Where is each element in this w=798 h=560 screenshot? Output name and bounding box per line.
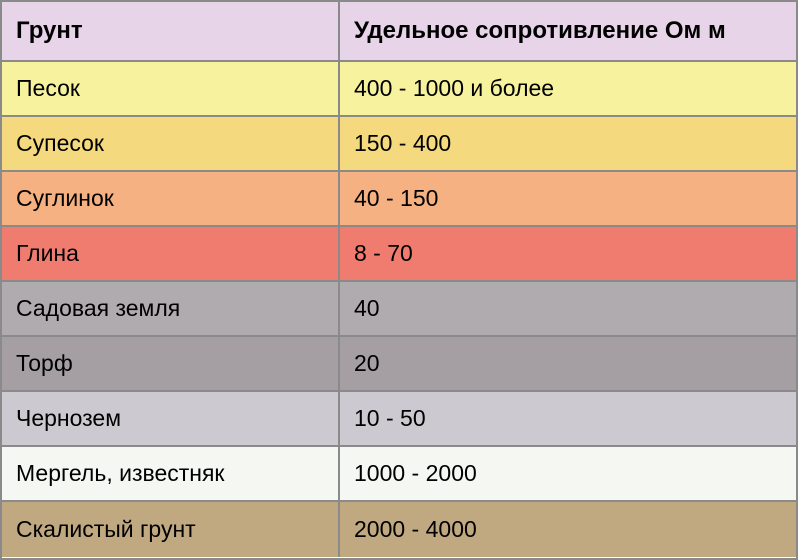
cell-soil-type: Садовая земля — [2, 282, 340, 335]
cell-resistivity: 8 - 70 — [340, 227, 796, 280]
cell-soil-type: Песок — [2, 62, 340, 115]
cell-resistivity: 10 - 50 — [340, 392, 796, 445]
table-row: Скалистый грунт2000 - 4000 — [2, 502, 796, 557]
header-col1: Грунт — [2, 2, 340, 60]
cell-resistivity: 2000 - 4000 — [340, 502, 796, 557]
cell-resistivity: 1000 - 2000 — [340, 447, 796, 500]
cell-resistivity: 40 - 150 — [340, 172, 796, 225]
cell-soil-type: Мергель, известняк — [2, 447, 340, 500]
cell-resistivity: 40 — [340, 282, 796, 335]
table-row: Супесок150 - 400 — [2, 117, 796, 172]
table-row: Суглинок40 - 150 — [2, 172, 796, 227]
table-row: Торф20 — [2, 337, 796, 392]
table-header-row: Грунт Удельное сопротивление Ом м — [2, 2, 796, 62]
cell-soil-type: Чернозем — [2, 392, 340, 445]
cell-resistivity: 150 - 400 — [340, 117, 796, 170]
cell-soil-type: Глина — [2, 227, 340, 280]
cell-resistivity: 20 — [340, 337, 796, 390]
cell-soil-type: Супесок — [2, 117, 340, 170]
header-col2: Удельное сопротивление Ом м — [340, 2, 796, 60]
cell-resistivity: 400 - 1000 и более — [340, 62, 796, 115]
cell-soil-type: Скалистый грунт — [2, 502, 340, 557]
table-row: Мергель, известняк1000 - 2000 — [2, 447, 796, 502]
table-row: Садовая земля40 — [2, 282, 796, 337]
table-row: Песок400 - 1000 и более — [2, 62, 796, 117]
cell-soil-type: Суглинок — [2, 172, 340, 225]
resistivity-table: Грунт Удельное сопротивление Ом м Песок4… — [0, 0, 798, 560]
cell-soil-type: Торф — [2, 337, 340, 390]
table-row: Глина8 - 70 — [2, 227, 796, 282]
table-row: Чернозем10 - 50 — [2, 392, 796, 447]
